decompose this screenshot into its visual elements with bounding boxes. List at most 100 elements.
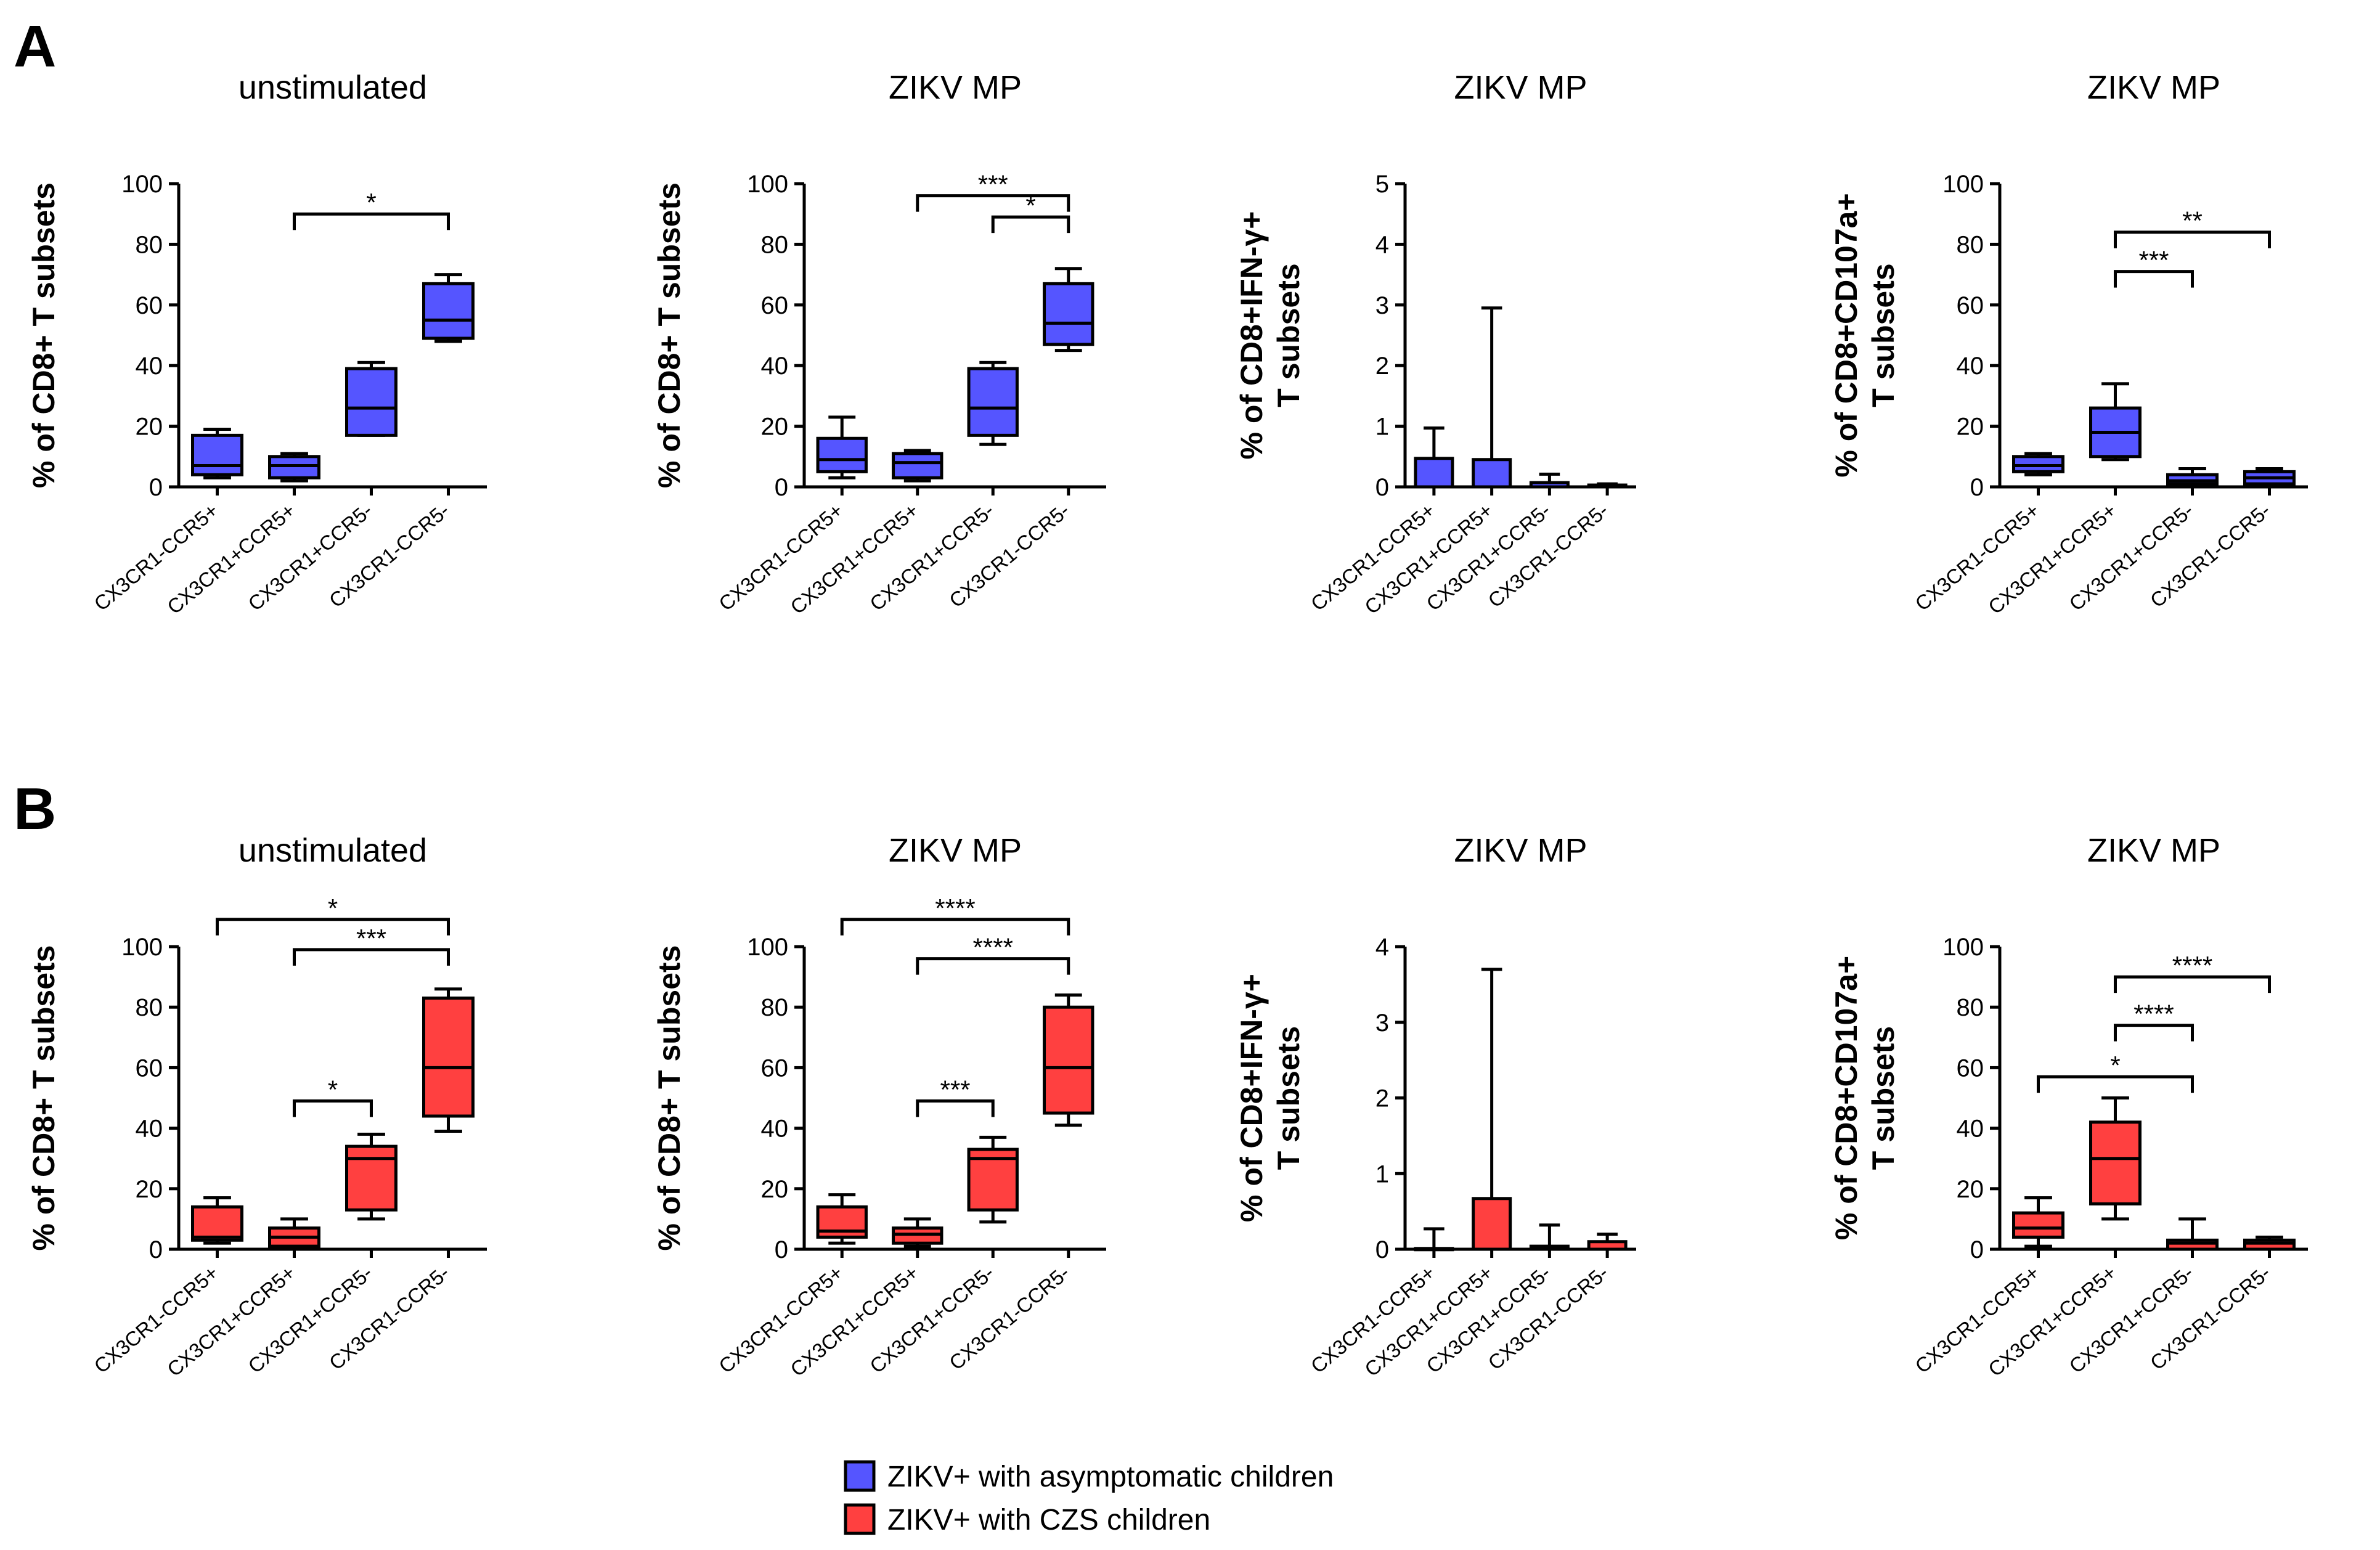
y-tick-label: 2 [1375, 353, 1389, 380]
chart-b-3: ZIKV MP% of CD8+IFN-γ+ T subsets01234CX3C… [1234, 832, 1636, 1381]
y-tick-label: 100 [1942, 171, 1984, 198]
y-tick-label: 0 [775, 1236, 788, 1263]
box [1043, 282, 1094, 346]
x-tick-label: CX3CR1-CCR5+ [1910, 1261, 2044, 1377]
y-tick-label: 100 [121, 934, 163, 961]
x-tick-label: CX3CR1-CCR5+ [714, 499, 847, 615]
chart-b-2: ZIKV MP % of CD8+ T subsets 0 20 40 60 80 100 CX… [652, 832, 1106, 1381]
chart-title: unstimulated [238, 832, 427, 869]
y-tick-label: 1 [1375, 1160, 1389, 1188]
y-tick-label: 100 [747, 171, 788, 198]
chart-a-2: ZIKV MP % of CD8+ T subsets 0 20 40 60 80 100 CX… [652, 69, 1106, 619]
chart-a-3: ZIKV MP% of CD8+IFN-γ+ T subsets012345CX3… [1234, 69, 1636, 619]
y-tick-label: 60 [136, 292, 163, 319]
panel-letter-b: B [14, 776, 56, 842]
bar [1414, 457, 1454, 489]
significance-label: * [328, 894, 338, 923]
significance-label: *** [940, 1075, 970, 1104]
y-tick-label: 0 [1375, 1236, 1389, 1263]
x-tick-label: CX3CR1+CCR5+ [1984, 1261, 2121, 1381]
y-axis-label: T subsets [1866, 1026, 1901, 1170]
y-axis-label: % of CD8+CD107a+ [1829, 956, 1864, 1240]
y-tick-label: 20 [136, 1176, 163, 1203]
chart-title: ZIKV MP [889, 69, 1022, 106]
chart-title: ZIKV MP [2087, 832, 2220, 869]
charts-area: unstimulated% of CD8+ T subsets 020406080… [26, 69, 2308, 1381]
significance-bracket [916, 194, 1070, 212]
y-tick-label: 100 [1942, 934, 1984, 961]
significance-label: * [328, 1075, 338, 1104]
y-axis-label: % of CD8+ T subsets [652, 945, 687, 1251]
y-tick-label: 60 [136, 1054, 163, 1082]
significance-bracket [293, 212, 450, 230]
x-tick-label: CX3CR1-CCR5+ [89, 499, 222, 615]
bar [1587, 483, 1628, 489]
significance-label: **** [973, 933, 1013, 962]
legend-swatch-asymptomatic [844, 1460, 876, 1492]
box [345, 367, 397, 437]
significance-label: *** [2138, 246, 2169, 275]
y-tick-label: 80 [1957, 231, 1984, 258]
chart-a-1: unstimulated % of CD8+ T subsets 0 20 40 60 80… [26, 69, 487, 619]
significance-bracket [916, 957, 1070, 975]
significance-bracket [2114, 1024, 2194, 1042]
y-tick-label: 80 [1957, 994, 1984, 1021]
bar [1472, 1197, 1512, 1251]
y-tick-label: 40 [1957, 353, 1984, 380]
significance-bracket [840, 918, 1070, 936]
y-tick-label: 5 [1375, 171, 1389, 198]
chart-title: ZIKV MP [1454, 832, 1587, 869]
significance-label: *** [356, 924, 386, 953]
box [892, 452, 943, 479]
significance-bracket [2114, 270, 2194, 288]
significance-bracket [916, 1099, 995, 1117]
x-tick-label: CX3CR1+CCR5+ [163, 499, 300, 619]
significance-bracket [216, 918, 450, 936]
chart-title: ZIKV MP [1454, 69, 1587, 106]
significance-label: * [2110, 1051, 2120, 1080]
significance-bracket [2037, 1075, 2194, 1093]
x-tick-label: CX3CR1-CCR5+ [714, 1261, 847, 1377]
y-tick-label: 1 [1375, 414, 1389, 441]
x-tick-label: CX3CR1+CCR5+ [1984, 499, 2121, 619]
legend: ZIKV+ with asymptomatic children ZIKV+ w… [844, 1460, 1334, 1536]
y-tick-label: 60 [1957, 1054, 1984, 1082]
x-tick-label: CX3CR1+CCR5+ [163, 1261, 300, 1381]
y-tick-label: 20 [761, 1176, 789, 1203]
box [816, 436, 868, 473]
x-tick-label: CX3CR1+CCR5- [865, 499, 998, 615]
box [191, 433, 243, 476]
chart-title: ZIKV MP [2087, 69, 2220, 106]
bar [1587, 1240, 1628, 1251]
box [2089, 1120, 2142, 1205]
y-tick-label: 2 [1375, 1085, 1389, 1112]
chart-title: unstimulated [238, 69, 427, 106]
significance-bracket [293, 1099, 373, 1117]
chart-b-4: ZIKV MP % of CD8+CD107a+ T subsets 0 20 40 60 8… [1829, 832, 2308, 1381]
y-tick-label: 0 [775, 474, 788, 501]
y-tick-label: 40 [136, 1116, 163, 1143]
y-tick-label: 0 [149, 474, 163, 501]
x-tick-label: CX3CR1+CCR5+ [786, 499, 923, 619]
y-tick-label: 3 [1375, 292, 1389, 319]
bar [1529, 1244, 1570, 1251]
box [345, 1144, 397, 1212]
significance-label: * [366, 188, 376, 217]
y-tick-label: 3 [1375, 1010, 1389, 1037]
y-tick-label: 0 [1970, 1236, 1984, 1263]
significance-label: **** [2133, 1000, 2174, 1029]
x-tick-label: CX3CR1+CCR5- [865, 1261, 998, 1377]
box [2012, 1211, 2064, 1239]
significance-bracket [2114, 975, 2271, 993]
significance-bracket [991, 215, 1070, 234]
x-tick-label: CX3CR1+CCR5+ [786, 1261, 923, 1381]
legend-label-asymptomatic: ZIKV+ with asymptomatic children [887, 1461, 1334, 1493]
x-tick-label: CX3CR1-CCR5+ [1910, 499, 2044, 615]
y-tick-label: 40 [1957, 1116, 1984, 1143]
y-axis-label: % of CD8+ T subsets [26, 945, 61, 1251]
y-tick-label: 60 [761, 1054, 789, 1082]
y-tick-label: 20 [761, 414, 789, 441]
y-tick-label: 40 [136, 353, 163, 380]
y-tick-label: 80 [136, 994, 163, 1021]
